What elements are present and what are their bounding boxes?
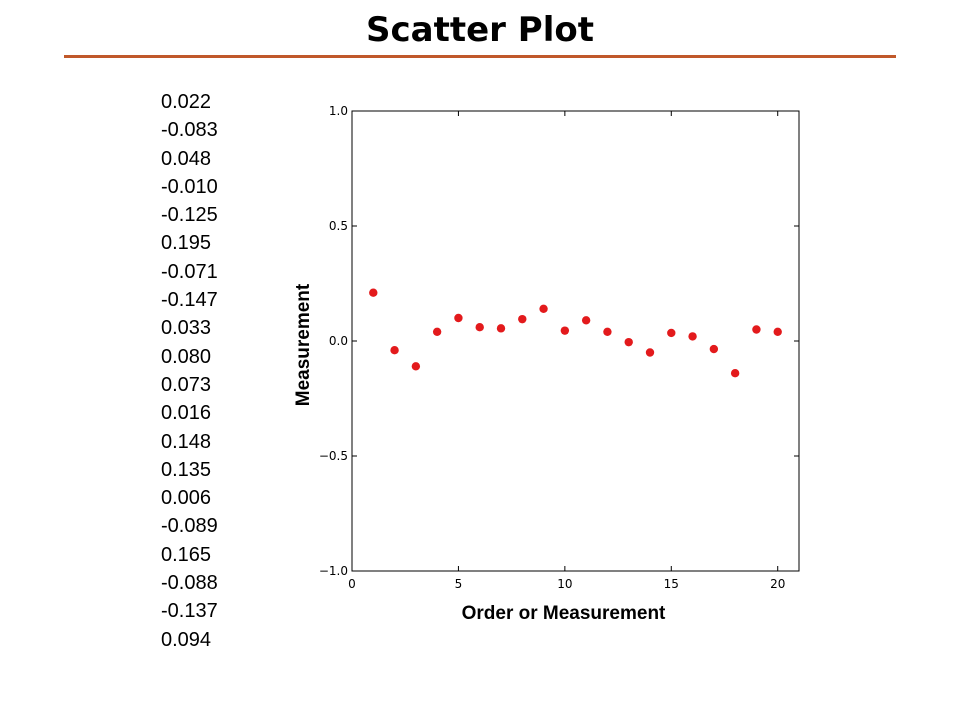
data-point — [773, 327, 782, 336]
x-tick-label: 0 — [348, 577, 356, 591]
x-tick-label: 10 — [557, 577, 572, 591]
y-tick-label: −1.0 — [319, 564, 348, 578]
data-point — [667, 328, 676, 338]
measurement-value: 0.165 — [161, 543, 212, 566]
measurement-value: 0.195 — [161, 232, 212, 255]
data-point — [560, 326, 570, 335]
x-tick-label: 5 — [455, 577, 463, 591]
x-tick-label: 15 — [664, 577, 679, 591]
y-axis-label: Measurement — [293, 283, 314, 406]
measurement-value: -0.088 — [161, 572, 218, 595]
measurement-value: 0.135 — [161, 458, 212, 481]
y-tick-label: 1.0 — [329, 104, 348, 118]
measurement-value: 0.080 — [161, 345, 212, 368]
y-tick-label: −0.5 — [319, 449, 348, 463]
data-point — [454, 313, 463, 323]
data-point — [752, 325, 761, 334]
measurement-value: -0.137 — [161, 600, 218, 623]
data-point — [518, 314, 527, 324]
title-divider — [64, 55, 896, 58]
measurement-value: 0.048 — [161, 147, 212, 170]
measurement-values-list: 0.022 -0.083 0.048 -0.010 -0.125 0.195 -0.071 -… — [161, 88, 218, 654]
measurement-value: 0.016 — [161, 402, 212, 425]
measurement-value: 0.148 — [161, 430, 212, 453]
data-point — [390, 346, 399, 355]
data-point — [581, 316, 591, 325]
data-point — [496, 324, 506, 333]
measurement-value: -0.125 — [161, 204, 218, 227]
measurement-value: 0.073 — [161, 373, 212, 396]
data-point — [411, 362, 421, 371]
data-point — [709, 344, 719, 354]
data-point — [603, 327, 612, 336]
measurement-value: 0.033 — [161, 317, 212, 340]
measurement-value: -0.089 — [161, 515, 218, 538]
data-point — [688, 332, 697, 341]
x-axis-label: Order or Measurement — [462, 603, 666, 624]
y-tick-label: 0.0 — [329, 334, 348, 348]
measurement-value: 0.022 — [161, 91, 212, 113]
measurement-value: 0.094 — [161, 628, 212, 651]
x-tick-label: 20 — [770, 577, 785, 591]
y-tick-label: 0.5 — [329, 219, 348, 233]
data-point — [730, 369, 740, 378]
data-point — [475, 323, 484, 332]
data-point — [624, 337, 633, 347]
measurement-value: -0.071 — [161, 260, 218, 283]
slide-title: Scatter Plot — [366, 10, 594, 50]
data-point — [539, 304, 548, 313]
measurement-value: -0.010 — [161, 175, 218, 198]
data-point — [432, 327, 442, 336]
plot-area — [351, 110, 800, 572]
measurement-value: -0.083 — [161, 119, 218, 142]
data-point — [369, 288, 378, 297]
measurement-value: 0.006 — [161, 487, 212, 510]
measurement-value: -0.147 — [161, 289, 218, 312]
data-point — [645, 348, 655, 357]
